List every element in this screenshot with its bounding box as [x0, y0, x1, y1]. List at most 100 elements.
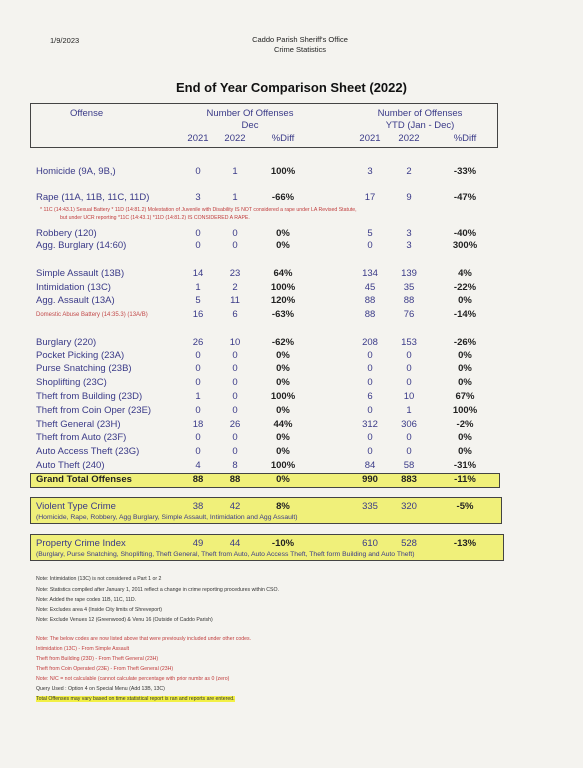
cell-dec2021: 0	[195, 363, 201, 374]
violent-ytd2021: 335	[362, 501, 378, 512]
cell-ytd_diff: -33%	[453, 166, 477, 177]
cell-dec2022: 8	[232, 460, 238, 471]
note2-7: Total Offenses may vary based on time st…	[36, 696, 235, 702]
cell-ytd_diff: 0%	[458, 446, 472, 457]
table-row: Pocket Picking (23A) 0 0 0% 0 0 0%	[0, 350, 583, 363]
table-row: Theft from Auto (23F) 0 0 0% 0 0 0%	[0, 432, 583, 445]
cell-dec2021: 4	[195, 460, 201, 471]
col-offense: Offense	[70, 108, 104, 119]
col-ytd-pct-diff: %Diff	[453, 133, 477, 144]
cell-dec2022: 0	[232, 350, 238, 361]
col-pct-diff: %Diff	[271, 133, 295, 144]
cell-ytd2021: 0	[367, 363, 373, 374]
cell-dec2021: 0	[195, 240, 201, 251]
cell-dec2021: 3	[195, 192, 201, 203]
grand-total-row: Grand Total Offenses 88 88 0% 990 883 -1…	[0, 474, 583, 487]
table-row: Intimidation (13C) 1 2 100% 45 35 -22%	[0, 282, 583, 295]
cell-ytd2021: 134	[362, 268, 378, 279]
page-title: End of Year Comparison Sheet (2022)	[176, 80, 407, 95]
cell-label: Agg. Burglary (14:60)	[36, 240, 127, 251]
cell-dec_diff: 100%	[270, 282, 296, 293]
report-date: 1/9/2023	[50, 36, 80, 45]
cell-ytd2021: 0	[367, 377, 373, 388]
cell-dec2022: 2	[232, 282, 238, 293]
cell-dec2022: 11	[230, 295, 240, 306]
note-3: Note: Added the rape codes 11B, 11C, 11D…	[36, 597, 137, 603]
grand-total-highlight	[30, 473, 500, 488]
cell-dec2021: 1	[195, 282, 201, 293]
cell-ytd2022: 58	[403, 460, 415, 471]
cell-label: Homicide (9A, 9B,)	[36, 166, 116, 177]
cell-dec2022: 0	[232, 240, 238, 251]
col-2022: 2022	[224, 133, 246, 144]
cell-ytd2021: 45	[364, 282, 376, 293]
violent-highlight	[30, 497, 502, 524]
cell-dec2022: 0	[232, 228, 238, 239]
cell-dec2022: 0	[232, 432, 238, 443]
cell-ytd_diff: -14%	[453, 309, 477, 320]
org-name: Caddo Parish Sheriff's Office	[252, 35, 348, 44]
cell-ytd2022: 0	[406, 350, 412, 361]
cell-dec2022: 1	[232, 192, 238, 203]
cell-label: Auto Access Theft (23G)	[36, 446, 140, 457]
cell-ytd_diff: -40%	[453, 228, 477, 239]
cell-ytd2021: 84	[364, 460, 376, 471]
cell-dec_diff: 0%	[276, 446, 290, 457]
cell-ytd2021: 312	[362, 419, 378, 430]
cell-dec_diff: 0%	[276, 350, 290, 361]
grand-total-ytd-diff: -11%	[454, 474, 476, 485]
table-row: Shoplifting (23C) 0 0 0% 0 0 0%	[0, 377, 583, 390]
cell-dec_diff: 0%	[276, 363, 290, 374]
cell-dec2022: 0	[232, 363, 238, 374]
cell-dec2022: 6	[232, 309, 238, 320]
note-1: Note: Intimidation (13C) is not consider…	[36, 576, 162, 582]
property-dec2022: 44	[229, 538, 241, 549]
cell-ytd_diff: -22%	[453, 282, 477, 293]
property-ytd2022: 528	[401, 538, 417, 549]
cell-dec2022: 10	[229, 337, 241, 348]
cell-ytd_diff: 0%	[458, 363, 472, 374]
violent-dec2022: 42	[229, 501, 241, 512]
cell-dec2021: 0	[195, 377, 201, 388]
cell-dec2022: 26	[229, 419, 241, 430]
violent-dec-diff: 8%	[276, 501, 290, 512]
col-ytd-group: Number of Offenses	[377, 108, 463, 119]
cell-label: Robbery (120)	[36, 228, 97, 239]
property-dec-diff: -10%	[271, 538, 295, 549]
cell-ytd_diff: 0%	[458, 377, 472, 388]
cell-dec2022: 0	[232, 446, 238, 457]
table-row: Auto Access Theft (23G) 0 0 0% 0 0 0%	[0, 446, 583, 459]
table-row: Rape (11A, 11B, 11C, 11D) 3 1 -66% 17 9 -47%	[0, 192, 583, 205]
cell-dec2022: 1	[232, 166, 238, 177]
property-row: Property Crime Index 49 44 -10% 610 528 …	[0, 538, 583, 551]
cell-ytd2021: 6	[367, 391, 373, 402]
cell-ytd2022: 139	[401, 268, 417, 279]
cell-dec_diff: 64%	[273, 268, 293, 279]
property-ytd2021: 610	[362, 538, 378, 549]
cell-ytd2022: 0	[406, 377, 412, 388]
cell-dec_diff: 100%	[270, 391, 296, 402]
cell-dec_diff: 44%	[273, 419, 293, 430]
table-row: Auto Theft (240) 4 8 100% 84 58 -31%	[0, 460, 583, 473]
cell-ytd_diff: 0%	[458, 432, 472, 443]
cell-label: Theft from Building (23D)	[36, 391, 143, 402]
cell-ytd2022: 306	[401, 419, 417, 430]
cell-ytd_diff: -31%	[453, 460, 477, 471]
cell-label: Purse Snatching (23B)	[36, 363, 132, 374]
cell-ytd2021: 3	[367, 166, 373, 177]
cell-ytd_diff: 0%	[458, 350, 472, 361]
cell-label: Shoplifting (23C)	[36, 377, 107, 388]
cell-ytd_diff: 0%	[458, 295, 472, 306]
table-row: Purse Snatching (23B) 0 0 0% 0 0 0%	[0, 363, 583, 376]
violent-row: Violent Type Crime 38 42 8% 335 320 -5%	[0, 501, 583, 514]
cell-ytd2022: 0	[406, 363, 412, 374]
cell-label: Intimidation (13C)	[36, 282, 111, 293]
violent-ytd-diff: -5%	[456, 501, 474, 512]
grand-total-dec2022: 88	[229, 474, 241, 485]
property-ytd-diff: -13%	[453, 538, 477, 549]
cell-label: Agg. Assault (13A)	[36, 295, 115, 306]
cell-ytd_diff: -2%	[456, 419, 474, 430]
cell-ytd2021: 208	[362, 337, 378, 348]
cell-dec_diff: 0%	[276, 377, 290, 388]
note-5: Note: Exclude Venues 12 (Greenwood) & Ve…	[36, 617, 213, 623]
